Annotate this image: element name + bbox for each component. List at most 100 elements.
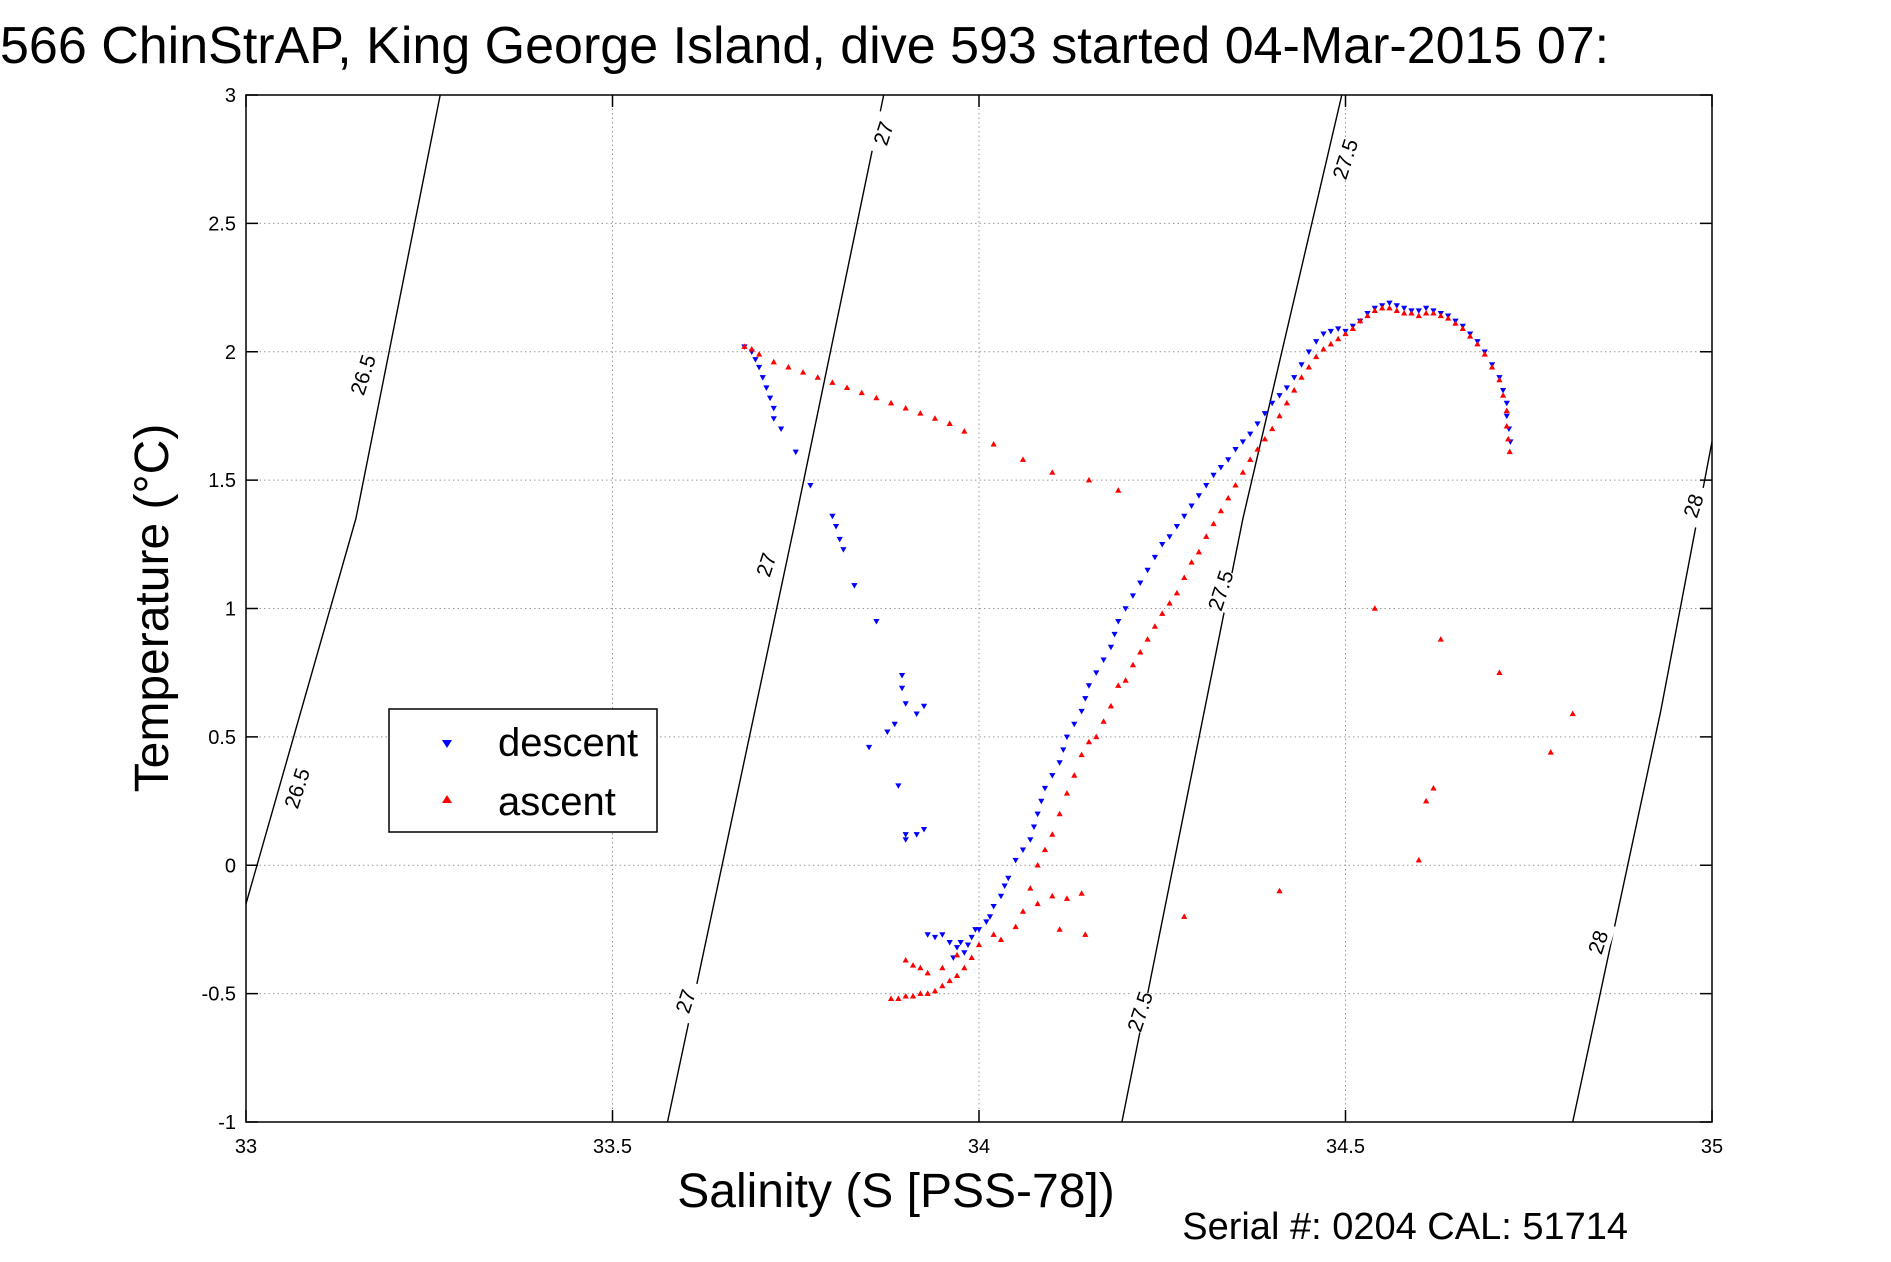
legend-ascent-marker: [442, 795, 452, 803]
ascent-point: [1078, 890, 1085, 896]
descent-point: [968, 934, 975, 941]
descent-point: [1063, 734, 1071, 741]
ascent-point: [1122, 677, 1129, 683]
descent-point: [913, 832, 920, 838]
descent-point: [1111, 631, 1118, 638]
ascent-point: [968, 954, 975, 960]
ascent-point: [1012, 923, 1019, 930]
ascent-point: [1327, 340, 1334, 347]
descent-point: [1034, 811, 1041, 818]
ascent-point: [917, 990, 924, 996]
x-axis-label: Salinity (S [PSS-78]): [677, 1165, 1114, 1218]
x-tick-label: 33: [235, 1136, 257, 1158]
descent-point: [975, 927, 983, 933]
ascent-point: [1063, 895, 1071, 901]
descent-point: [1261, 411, 1268, 417]
ascent-point: [1371, 307, 1378, 313]
descent-point: [766, 395, 774, 402]
ascent-point: [1349, 325, 1356, 331]
descent-point: [1144, 567, 1151, 574]
descent-point: [939, 932, 946, 938]
ascent-point: [1503, 407, 1510, 414]
ascent-point: [1041, 846, 1049, 853]
descent-point: [1225, 457, 1232, 463]
ascent-point: [1506, 448, 1513, 455]
descent-point: [1327, 328, 1334, 335]
ascent-point: [1247, 456, 1254, 462]
ascent-point: [1415, 312, 1422, 319]
ascent-point: [1276, 412, 1283, 419]
descent-point: [777, 426, 785, 432]
descent-point: [1093, 670, 1100, 676]
descent-point: [902, 832, 909, 838]
ascent-point: [917, 410, 924, 416]
ascent-point: [1488, 363, 1496, 370]
contour-label-background: [1326, 135, 1364, 182]
descent-point: [1019, 847, 1027, 854]
contour-label-background: [1578, 918, 1616, 966]
descent-point: [1078, 708, 1085, 715]
descent-point: [1115, 619, 1122, 625]
descent-point: [895, 783, 902, 789]
ascent-point: [1499, 392, 1507, 398]
ascent-point: [1415, 856, 1422, 863]
contour-label-background: [343, 351, 381, 398]
descent-point: [755, 364, 763, 371]
ascent-point: [946, 977, 953, 984]
ascent-point: [1481, 351, 1488, 357]
axis-tick-labels: 33 33.5 34 34.5 35 -1 -0.5 0 0.5 1 1.5 2 2.5 3: [202, 85, 1724, 1158]
descent-point: [953, 945, 961, 951]
ascent-point: [953, 972, 961, 978]
ascent-point: [931, 415, 939, 421]
descent-point: [1276, 393, 1283, 399]
ascent-point: [1357, 317, 1364, 324]
ascent-point: [1181, 574, 1188, 580]
descent-point: [1027, 837, 1034, 843]
y-tick-label: 1: [225, 599, 236, 621]
ascent-point: [1569, 710, 1576, 717]
ascent-point: [1151, 623, 1159, 629]
descent-point: [1217, 464, 1225, 471]
y-axis-label: Temperature (°C): [126, 424, 179, 793]
descent-point: [1499, 387, 1507, 394]
ascent-point: [1505, 435, 1512, 442]
ascent-series: [741, 304, 1576, 1002]
contour-label-background: [746, 541, 785, 588]
descent-point: [946, 939, 953, 946]
ascent-point: [1239, 469, 1246, 475]
descent-point: [1283, 385, 1290, 391]
descent-point: [1313, 339, 1320, 345]
descent-point: [1137, 580, 1144, 587]
ascent-point: [975, 941, 983, 948]
descent-point: [1071, 721, 1078, 728]
ascent-point: [1503, 422, 1510, 429]
ascent-point: [1496, 669, 1503, 675]
contour-label-background: [1674, 482, 1712, 529]
ascent-point: [1034, 862, 1041, 868]
ascent-point: [909, 962, 917, 968]
ascent-point: [1027, 885, 1034, 891]
y-tick-label: 0.5: [208, 727, 236, 749]
ascent-point: [1159, 610, 1166, 616]
descent-point: [1166, 534, 1173, 540]
descent-point: [1393, 303, 1400, 309]
descent-point: [1232, 447, 1239, 453]
legend-ascent-label: ascent: [498, 780, 616, 824]
ascent-point: [1049, 831, 1056, 837]
serial-cal-footer: Serial #: 0204 CAL: 51714: [1182, 1206, 1628, 1248]
ascent-point: [770, 358, 777, 365]
ascent-point: [902, 405, 909, 411]
descent-point: [1254, 421, 1261, 427]
contour-label-background: [666, 977, 704, 1025]
ascent-point: [931, 987, 939, 994]
y-tick-label: -1: [218, 1112, 236, 1134]
ascent-point: [1291, 387, 1298, 393]
ascent-point: [1276, 887, 1283, 894]
descent-point: [1269, 400, 1276, 407]
ascent-point: [990, 440, 997, 447]
y-tick-label: 2.5: [208, 213, 236, 235]
descent-point: [840, 547, 847, 553]
ascent-point: [1107, 702, 1115, 709]
descent-point: [1030, 824, 1038, 830]
